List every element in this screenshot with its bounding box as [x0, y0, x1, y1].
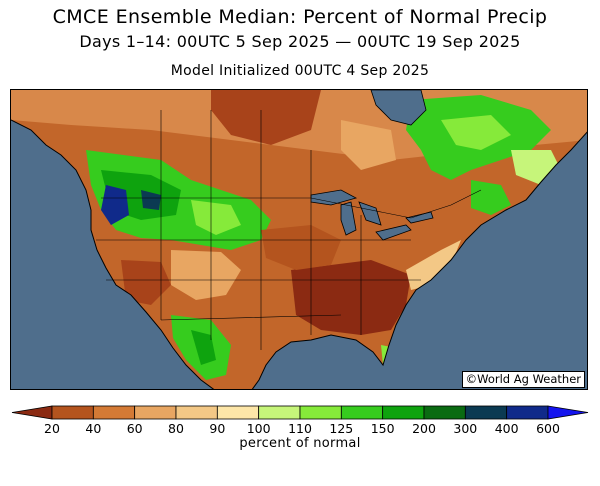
colorbar-bin-high: [547, 405, 589, 420]
colorbar-tick-label: 125: [329, 421, 353, 436]
colorbar-tick-label: 20: [44, 421, 60, 436]
colorbar-tick-label: 300: [453, 421, 477, 436]
colorbar-tick-label: 200: [412, 421, 436, 436]
colorbar-tick-label: 40: [85, 421, 101, 436]
colorbar-tick-label: 60: [127, 421, 143, 436]
colorbar-bin: [216, 405, 260, 420]
colorbar-bin: [258, 405, 301, 420]
colorbar-tick-label: 110: [288, 421, 312, 436]
colorbar-tick-label: 150: [371, 421, 395, 436]
colorbar-bin: [51, 405, 94, 420]
colorbar-tick-label: 600: [536, 421, 560, 436]
colorbar-legend: 20 40 60 80 90 100 110 125 150 200 300 400 600: [11, 405, 589, 436]
colorbar-bin: [134, 405, 177, 420]
colorbar-bin: [382, 405, 425, 420]
north-america-map: [11, 90, 587, 389]
great-lakes: [310, 189, 434, 241]
colorbar-bin: [423, 405, 466, 420]
precip-map: ©World Ag Weather: [10, 89, 588, 390]
copyright-label: ©World Ag Weather: [461, 371, 585, 388]
model-init-label: Model Initialized 00UTC 4 Sep 2025: [170, 63, 430, 79]
colorbar-bin: [175, 405, 218, 420]
political-borders: [96, 110, 482, 350]
hudson-bay: [370, 90, 427, 126]
colorbar-bin: [340, 405, 384, 420]
legend-unit-label: percent of normal: [239, 436, 361, 451]
map-title: CMCE Ensemble Median: Percent of Normal …: [52, 6, 548, 28]
coastline: [11, 119, 587, 389]
colorbar-bin: [299, 405, 342, 420]
colorbar-tick-label: 90: [209, 421, 225, 436]
colorbar-bin: [506, 405, 549, 420]
colorbar-tick-label: 100: [247, 421, 271, 436]
colorbar-bin-low: [11, 405, 53, 420]
colorbar-bin: [92, 405, 136, 420]
colorbar-tick-label: 80: [168, 421, 184, 436]
colorbar-bin: [464, 405, 508, 420]
colorbar-tick-label: 400: [495, 421, 519, 436]
date-range-subtitle: Days 1–14: 00UTC 5 Sep 2025 — 00UTC 19 S…: [79, 32, 521, 51]
